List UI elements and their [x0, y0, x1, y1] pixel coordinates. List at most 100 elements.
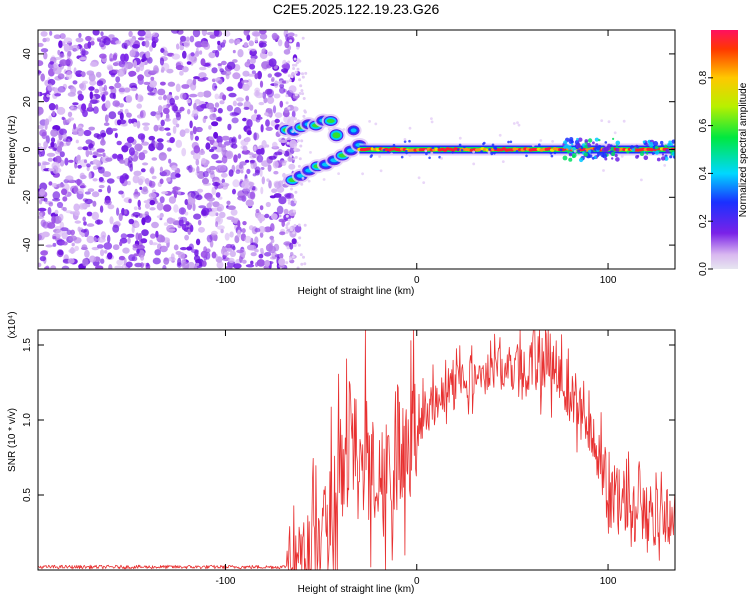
noise-blob [277, 39, 283, 47]
noise-blob [212, 182, 221, 187]
noise-blob [192, 202, 196, 212]
track-fuzz [654, 150, 660, 155]
noise-blob [257, 70, 262, 80]
noise-blob [175, 113, 182, 121]
noise-blob [168, 196, 176, 204]
noise-blob [173, 109, 182, 114]
noise-blob [59, 33, 66, 40]
track-fuzz [559, 148, 563, 152]
noise-blob [230, 244, 236, 249]
noise-blob [55, 104, 59, 110]
noise-blob [42, 161, 50, 166]
faint-speck [291, 130, 295, 134]
noise-blob [279, 231, 286, 236]
noise-blob [164, 127, 171, 131]
track-fuzz [615, 157, 620, 162]
noise-blob-edge [285, 226, 289, 230]
faint-speck [322, 178, 326, 181]
noise-blob [45, 265, 50, 269]
noise-blob [256, 154, 264, 163]
noise-blob [220, 172, 228, 178]
noise-blob [143, 262, 147, 266]
noise-blob [110, 128, 118, 132]
noise-blob [171, 30, 180, 34]
noise-blob [137, 199, 141, 208]
track-fuzz [606, 152, 609, 155]
noise-blob [225, 150, 234, 160]
noise-blob [91, 211, 100, 221]
noise-blob [57, 73, 65, 80]
noise-blob [86, 163, 91, 168]
noise-blob [215, 116, 222, 122]
noise-blob-edge [298, 236, 302, 240]
spectrogram-marks [38, 30, 675, 269]
noise-blob [119, 119, 127, 125]
x-tick-label: 0 [414, 275, 420, 286]
noise-blob [137, 176, 146, 183]
noise-blob [197, 219, 202, 226]
chart-title: C2E5.2025.122.19.23.G26 [273, 1, 440, 17]
noise-blob [148, 80, 157, 88]
track-fuzz [571, 143, 574, 146]
spectrogram-axes: -100 0 100 -40 -20 0 20 40 [22, 30, 675, 286]
noise-blob [67, 258, 75, 264]
noise-blob [208, 200, 213, 205]
noise-blob [114, 265, 123, 269]
noise-blob [276, 205, 284, 215]
noise-blob [229, 250, 236, 257]
noise-blob [271, 251, 278, 259]
track-fuzz [602, 153, 608, 159]
noise-blob [38, 91, 41, 97]
noise-blob [96, 244, 104, 249]
noise-blob [89, 71, 94, 77]
noise-blob [197, 91, 205, 98]
noise-blob [92, 165, 98, 170]
track-fuzz [493, 152, 496, 155]
noise-blob [237, 153, 242, 159]
noise-blob-edge [285, 261, 289, 265]
noise-blob [287, 32, 295, 37]
noise-blob [217, 63, 222, 67]
noise-blob [265, 107, 273, 114]
noise-blob [98, 184, 105, 189]
x-tick-label: 0 [414, 576, 420, 587]
noise-blob [116, 259, 124, 266]
noise-blob [184, 211, 189, 216]
colorbar-label: Normalized spectral amplitude [738, 82, 749, 217]
noise-blob [40, 250, 48, 256]
noise-blob [242, 117, 247, 122]
faint-speck [430, 151, 434, 155]
noise-blob-edge [294, 33, 298, 37]
noise-blob [91, 191, 100, 198]
noise-blob [179, 45, 184, 51]
noise-blob [213, 131, 219, 139]
noise-blob [89, 61, 98, 67]
track-fuzz [596, 146, 601, 151]
noise-blob [285, 33, 289, 42]
noise-blob [70, 105, 74, 110]
noise-blob [81, 244, 88, 250]
noise-blob [192, 78, 197, 86]
noise-blob-edge [291, 255, 295, 259]
noise-blob [77, 164, 82, 169]
noise-blob [258, 253, 264, 259]
noise-blob [142, 186, 148, 193]
faint-speck [309, 151, 312, 154]
noise-blob [116, 207, 120, 216]
noise-blob [59, 59, 68, 67]
noise-blob [70, 185, 78, 193]
noise-blob [56, 201, 64, 209]
noise-blob [237, 220, 241, 228]
noise-blob [132, 175, 140, 184]
noise-blob-edge [288, 79, 292, 82]
colorbar-tick-label: 0.6 [698, 118, 709, 132]
noise-blob [200, 250, 208, 258]
noise-blob [261, 176, 265, 185]
noise-blob [255, 148, 263, 155]
faint-speck [422, 181, 426, 185]
noise-blob [169, 137, 175, 144]
noise-blob [272, 141, 278, 148]
noise-blob [224, 232, 230, 241]
noise-blob [151, 41, 157, 48]
